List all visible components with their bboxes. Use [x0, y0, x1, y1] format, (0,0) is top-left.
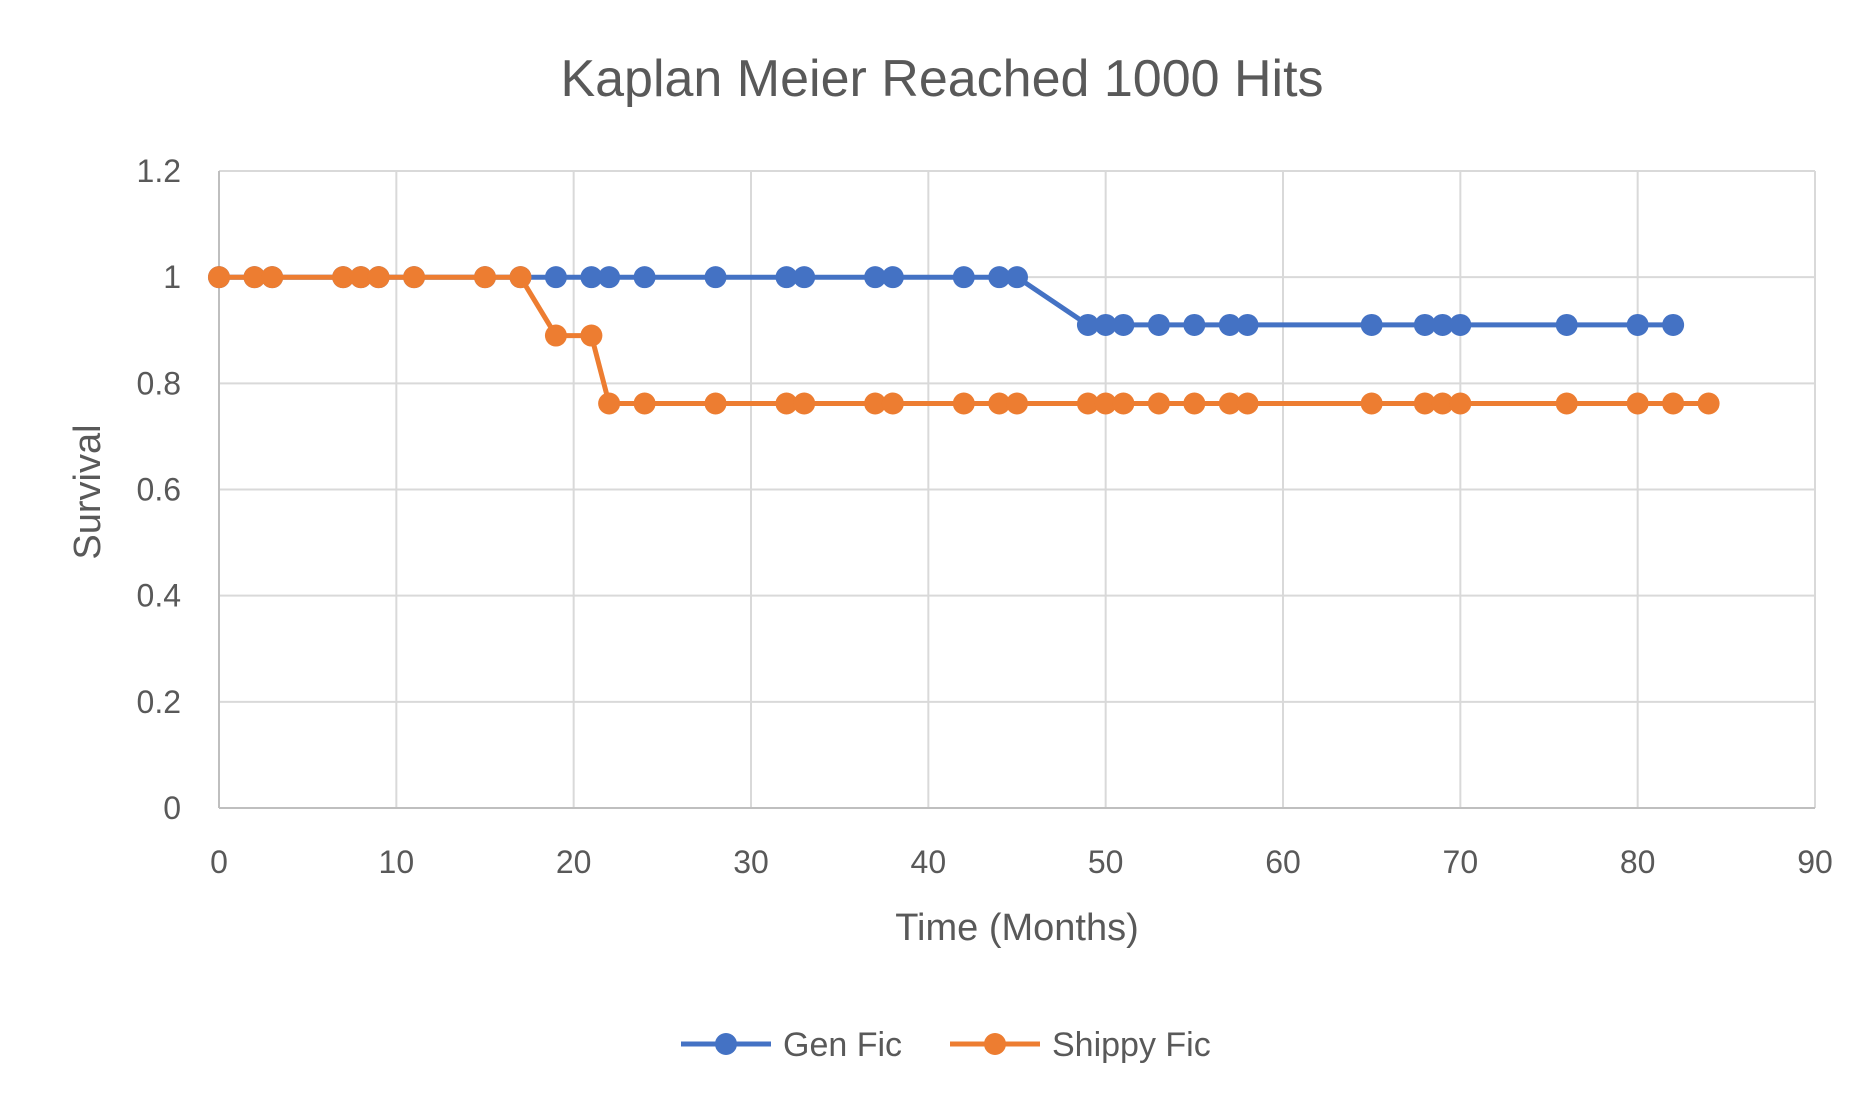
data-point [403, 266, 426, 289]
axes: 0 0.2 0.4 0.6 0.8 1 1.2 0 10 20 30 40 50 60 70 80 90 [137, 153, 1833, 880]
data-point [1183, 313, 1206, 336]
data-point [1449, 313, 1472, 336]
data-point [580, 324, 603, 347]
data-point [775, 392, 798, 415]
x-tick-label: 10 [379, 844, 415, 880]
data-point [332, 266, 355, 289]
data-point [1555, 392, 1578, 415]
data-point [793, 266, 816, 289]
data-point [544, 324, 567, 347]
data-point [1431, 313, 1454, 336]
data-point [633, 392, 656, 415]
data-point [474, 266, 496, 289]
data-point [704, 266, 727, 289]
data-point [598, 266, 621, 289]
data-point [988, 266, 1011, 289]
data-point [633, 266, 656, 289]
y-axis-title: Survival [67, 424, 109, 559]
y-tick-label: 1 [163, 259, 181, 295]
data-point [1236, 392, 1259, 415]
data-point [793, 392, 816, 415]
y-tick-label: 0 [163, 790, 181, 826]
series-layer [208, 266, 1720, 415]
data-point [1076, 392, 1099, 415]
y-tick-label: 1.2 [137, 153, 181, 189]
legend-label: Shippy Fic [1052, 1026, 1211, 1064]
data-point [1236, 313, 1259, 336]
data-point [952, 392, 975, 415]
data-point [1626, 313, 1649, 336]
data-point [1555, 313, 1578, 336]
data-point [1413, 313, 1436, 336]
legend: Gen Fic Shippy Fic [681, 1026, 1211, 1064]
data-point [775, 266, 798, 289]
data-point [988, 392, 1011, 415]
data-point [881, 266, 904, 289]
data-point [1094, 392, 1117, 415]
data-point [1662, 313, 1685, 336]
data-point [1112, 313, 1135, 336]
data-point [1094, 313, 1117, 336]
data-point [544, 266, 567, 289]
data-point [580, 266, 603, 289]
data-point [1218, 392, 1241, 415]
chart-title: Kaplan Meier Reached 1000 Hits [560, 50, 1323, 108]
data-point [952, 266, 975, 289]
data-point [598, 392, 621, 415]
y-tick-label: 0.6 [137, 472, 181, 508]
data-point [1112, 392, 1135, 415]
data-point [243, 266, 266, 289]
y-tick-label: 0.4 [137, 578, 181, 614]
x-tick-label: 90 [1797, 844, 1833, 880]
series-shippy-fic [208, 266, 1720, 415]
data-point [1006, 266, 1028, 289]
data-point [1076, 313, 1099, 336]
data-point [261, 266, 284, 289]
data-point [1218, 313, 1241, 336]
data-point [1006, 392, 1028, 415]
x-tick-label: 80 [1620, 844, 1656, 880]
data-point [349, 266, 372, 289]
data-point [1449, 392, 1472, 415]
data-point [1147, 313, 1170, 336]
legend-label: Gen Fic [783, 1026, 902, 1064]
data-point [208, 266, 230, 289]
legend-marker [715, 1033, 737, 1055]
legend-marker [984, 1033, 1006, 1055]
data-point [864, 266, 887, 289]
data-point [1183, 392, 1206, 415]
data-point [864, 392, 887, 415]
x-tick-label: 30 [733, 844, 769, 880]
data-point [881, 392, 904, 415]
data-point [1360, 313, 1383, 336]
legend-item: Gen Fic [681, 1026, 902, 1064]
y-tick-label: 0.8 [137, 365, 181, 401]
data-point [367, 266, 390, 289]
data-point [1697, 392, 1720, 415]
x-tick-label: 40 [911, 844, 947, 880]
x-tick-label: 70 [1443, 844, 1479, 880]
data-point [1413, 392, 1436, 415]
data-point [1431, 392, 1454, 415]
data-point [1147, 392, 1170, 415]
data-point [509, 266, 532, 289]
data-point [704, 392, 727, 415]
data-point [1662, 392, 1685, 415]
data-point [1360, 392, 1383, 415]
x-tick-label: 20 [556, 844, 592, 880]
x-axis-title: Time (Months) [895, 907, 1139, 949]
legend-item: Shippy Fic [950, 1026, 1211, 1064]
x-tick-label: 60 [1265, 844, 1301, 880]
x-tick-label: 50 [1088, 844, 1124, 880]
x-tick-label: 0 [210, 844, 228, 880]
data-point [1626, 392, 1649, 415]
y-tick-label: 0.2 [137, 684, 181, 720]
